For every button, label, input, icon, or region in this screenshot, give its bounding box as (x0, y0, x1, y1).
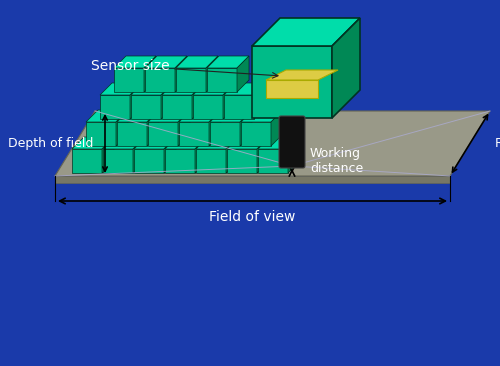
Polygon shape (144, 56, 156, 92)
Polygon shape (227, 149, 257, 173)
Polygon shape (207, 56, 249, 68)
Polygon shape (148, 122, 178, 146)
Polygon shape (226, 137, 238, 173)
Polygon shape (131, 95, 161, 119)
Polygon shape (195, 137, 207, 173)
Polygon shape (117, 122, 147, 146)
Polygon shape (130, 83, 142, 119)
Polygon shape (162, 83, 204, 95)
Polygon shape (134, 137, 176, 149)
Polygon shape (55, 176, 450, 183)
Polygon shape (114, 68, 144, 92)
Polygon shape (196, 137, 238, 149)
Polygon shape (266, 70, 338, 80)
Polygon shape (266, 80, 318, 98)
Polygon shape (114, 56, 156, 68)
Polygon shape (241, 110, 283, 122)
Polygon shape (223, 83, 235, 119)
Polygon shape (162, 95, 192, 119)
Polygon shape (165, 137, 207, 149)
Polygon shape (209, 110, 221, 146)
Polygon shape (210, 110, 252, 122)
Polygon shape (224, 83, 266, 95)
Polygon shape (240, 110, 252, 146)
Polygon shape (145, 56, 187, 68)
Polygon shape (254, 83, 266, 119)
Polygon shape (196, 149, 226, 173)
Polygon shape (72, 137, 114, 149)
Text: Working
distance: Working distance (310, 147, 363, 175)
Polygon shape (103, 149, 133, 173)
Polygon shape (210, 122, 240, 146)
Polygon shape (117, 110, 159, 122)
Polygon shape (72, 149, 102, 173)
Polygon shape (176, 56, 218, 68)
Polygon shape (179, 110, 221, 122)
Polygon shape (241, 122, 271, 146)
FancyBboxPatch shape (279, 116, 305, 168)
Polygon shape (161, 83, 173, 119)
Polygon shape (227, 137, 269, 149)
Polygon shape (103, 137, 145, 149)
Polygon shape (164, 137, 176, 173)
Polygon shape (192, 83, 204, 119)
Polygon shape (148, 110, 190, 122)
Polygon shape (271, 110, 283, 146)
Polygon shape (55, 111, 490, 176)
Polygon shape (252, 46, 332, 118)
Polygon shape (131, 83, 173, 95)
Polygon shape (175, 56, 187, 92)
Polygon shape (178, 110, 190, 146)
Polygon shape (116, 110, 128, 146)
Polygon shape (206, 56, 218, 92)
Polygon shape (332, 18, 360, 118)
Polygon shape (134, 149, 164, 173)
Polygon shape (102, 137, 114, 173)
Polygon shape (147, 110, 159, 146)
Polygon shape (193, 83, 235, 95)
Polygon shape (237, 56, 249, 92)
Polygon shape (145, 68, 175, 92)
Polygon shape (252, 18, 360, 46)
Polygon shape (193, 95, 223, 119)
Polygon shape (86, 110, 128, 122)
Polygon shape (288, 137, 300, 173)
Polygon shape (100, 95, 130, 119)
Text: Sensor size: Sensor size (90, 59, 278, 78)
Text: Field of view: Field of view (210, 210, 296, 224)
Polygon shape (100, 83, 142, 95)
Polygon shape (257, 137, 269, 173)
Polygon shape (224, 95, 254, 119)
Polygon shape (165, 149, 195, 173)
Text: Resolution: Resolution (495, 137, 500, 150)
Polygon shape (86, 122, 116, 146)
Polygon shape (258, 149, 288, 173)
Polygon shape (179, 122, 209, 146)
Polygon shape (133, 137, 145, 173)
Text: Depth of field: Depth of field (8, 137, 93, 150)
Polygon shape (207, 68, 237, 92)
Polygon shape (176, 68, 206, 92)
Polygon shape (258, 137, 300, 149)
